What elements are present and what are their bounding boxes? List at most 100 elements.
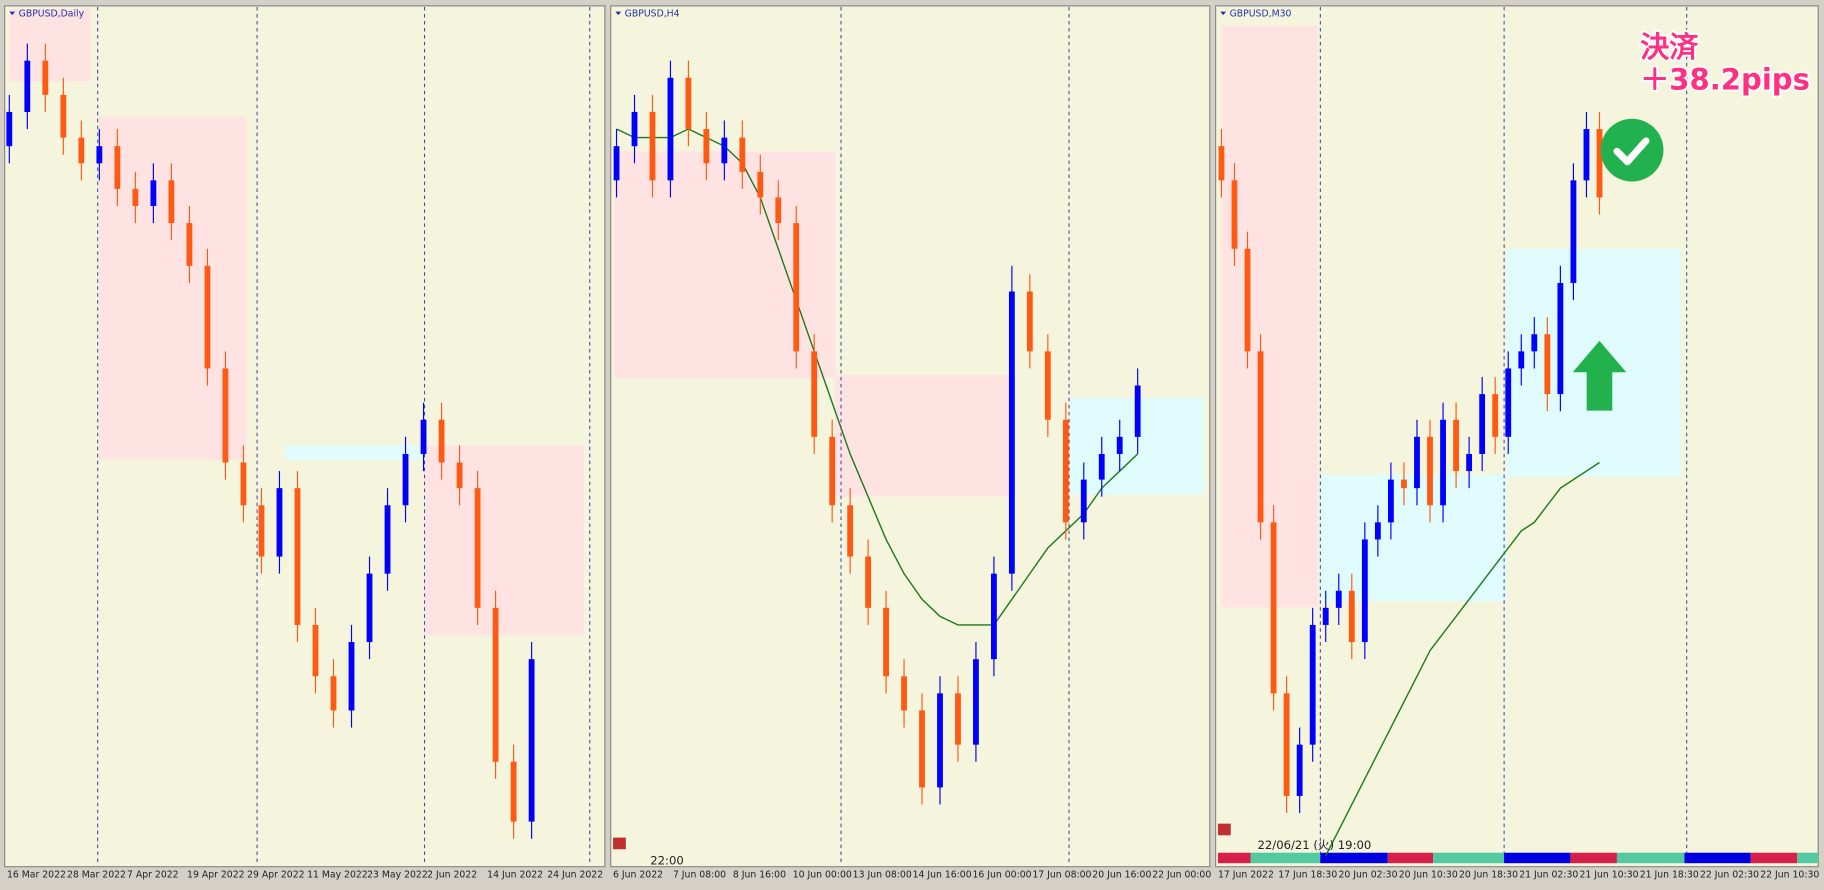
candle-body [1414,436,1420,489]
candle-body [1283,693,1290,796]
candle-body [42,60,49,95]
candle-body [721,137,728,164]
x-tick-label: 17 Jun 18:30 [1278,869,1337,880]
chart-title: GBPUSD,M30 [1230,9,1292,20]
candle-body [703,129,710,164]
candle-body [1427,436,1433,506]
candle-body [384,505,391,574]
candle-body [60,94,67,138]
zone [835,374,1013,497]
candle-body [865,556,872,608]
chart-title: GBPUSD,Daily [19,9,85,20]
candle-body [1466,453,1473,472]
candle-body [456,462,463,489]
candle-body [775,197,782,224]
candle-body [240,462,247,506]
candle-body [366,573,373,643]
x-tick-label: 16 Jun 00:00 [972,869,1031,880]
x-tick-label: 21 Jun 02:30 [1519,869,1578,880]
x-tick-label: 24 Jun 2022 [547,869,603,880]
candle-body [1531,334,1538,352]
x-tick-label: 20 Jun 02:30 [1338,869,1397,880]
candle-body [1583,129,1590,181]
candle-body [1257,351,1264,523]
candle-body [757,171,764,198]
candle-body [973,659,979,745]
x-tick-label: 22 Jun 02:30 [1700,869,1759,880]
candle-body [1270,522,1277,694]
x-tick-label: 14 Jun 2022 [487,869,543,880]
candle-body [1244,248,1251,352]
x-tick-label: 10 Jun 00:00 [793,869,852,880]
candle-body [1374,522,1381,540]
x-tick-label: 11 May 2022 [307,869,368,880]
zone [424,445,584,636]
panel [4,5,606,868]
x-tick-label: 23 May 2022 [367,869,428,880]
candle-body [631,111,638,147]
x-tick-label: 16 Mar 2022 [7,869,66,880]
candle-body [186,223,193,266]
candle-body [829,436,836,506]
candle-body [438,419,445,463]
candle-body [348,642,355,711]
cursor-time: 22/06/21 (火) 19:00 [1257,838,1371,852]
candle-body [1596,129,1603,198]
candle-body [1440,419,1446,506]
candle-body [294,488,301,625]
candle-body [168,180,175,224]
candle-body [96,146,103,164]
zone [98,116,247,460]
candle-body [312,624,319,677]
zones [4,5,1819,868]
check-badge [1600,118,1664,182]
title-arrow [615,11,622,16]
candle-body [204,265,211,369]
candle-body [739,137,746,172]
up-arrow [1572,340,1627,411]
candle-body [1231,180,1238,249]
candle-body [1348,590,1355,643]
candle-body [1557,282,1564,395]
candle-body [847,505,854,557]
candle-body [492,607,499,762]
zone [1221,25,1318,608]
candle-body [1309,624,1316,745]
candle-body [991,573,997,660]
x-tick-label: 21 Jun 10:30 [1579,869,1638,880]
moving-average [1325,461,1600,857]
x-tick-label: 20 Jun 16:00 [1092,869,1151,880]
x-tick-label: 17 Jun 08:00 [1032,869,1091,880]
x-tick-label: 2 Jun 2022 [427,869,477,880]
candle-body [330,676,337,711]
candle-body [1008,291,1015,574]
x-tick-label: 8 Jun 16:00 [733,869,786,880]
candle-body [1296,744,1303,796]
x-tick-label: 17 Jun 2022 [1218,869,1274,880]
candle-body [793,223,800,352]
x-tick-label: 19 Apr 2022 [187,869,244,880]
candle-body [420,419,427,454]
candle-body [1044,351,1051,420]
icon[interactable] [613,837,626,850]
candle-body [1098,453,1105,480]
candle-body [24,60,31,112]
icon[interactable] [1217,823,1231,836]
candle-body [919,710,925,788]
candle-body [276,488,283,557]
candle-body [402,453,409,506]
session-strip [1217,852,1819,864]
x-tick-label: 6 Jun 2022 [613,869,663,880]
candle-body [1544,334,1551,395]
chart-title: GBPUSD,H4 [625,9,680,20]
title-arrow [1220,11,1227,16]
candle-body [1080,479,1087,523]
candle-body [1062,419,1069,523]
x-tick-label: 13 Jun 08:00 [853,869,912,880]
candle-body [150,180,157,207]
moving-average [616,128,1139,626]
cursor-time: 22:00 [650,853,684,867]
candle-body [1322,607,1329,625]
candle-body [78,137,85,164]
